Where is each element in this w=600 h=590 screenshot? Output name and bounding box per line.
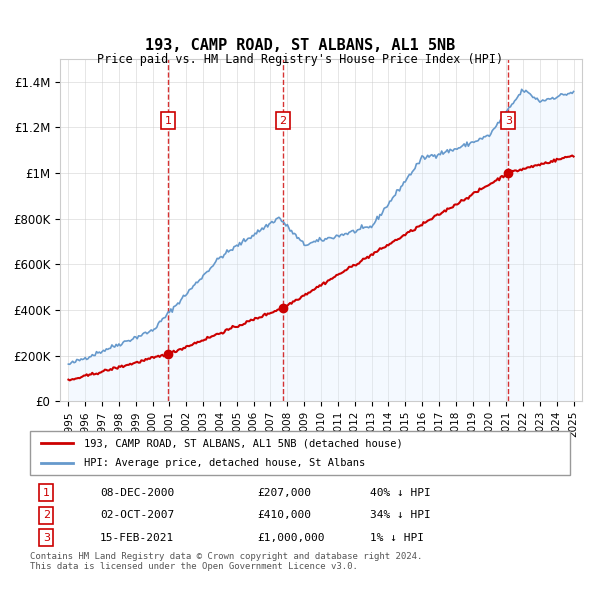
Text: Contains HM Land Registry data © Crown copyright and database right 2024.
This d: Contains HM Land Registry data © Crown c…: [30, 552, 422, 571]
Text: 3: 3: [43, 533, 50, 543]
Text: £410,000: £410,000: [257, 510, 311, 520]
Text: Price paid vs. HM Land Registry's House Price Index (HPI): Price paid vs. HM Land Registry's House …: [97, 53, 503, 66]
Text: 2: 2: [43, 510, 50, 520]
FancyBboxPatch shape: [30, 431, 570, 475]
Text: £1,000,000: £1,000,000: [257, 533, 324, 543]
Text: 02-OCT-2007: 02-OCT-2007: [100, 510, 175, 520]
Text: 34% ↓ HPI: 34% ↓ HPI: [370, 510, 431, 520]
Text: 193, CAMP ROAD, ST ALBANS, AL1 5NB (detached house): 193, CAMP ROAD, ST ALBANS, AL1 5NB (deta…: [84, 438, 403, 448]
Text: 40% ↓ HPI: 40% ↓ HPI: [370, 488, 431, 498]
Text: 1: 1: [165, 116, 172, 126]
Text: 15-FEB-2021: 15-FEB-2021: [100, 533, 175, 543]
Text: £207,000: £207,000: [257, 488, 311, 498]
Text: HPI: Average price, detached house, St Albans: HPI: Average price, detached house, St A…: [84, 458, 365, 467]
Text: 193, CAMP ROAD, ST ALBANS, AL1 5NB: 193, CAMP ROAD, ST ALBANS, AL1 5NB: [145, 38, 455, 53]
Text: 1% ↓ HPI: 1% ↓ HPI: [370, 533, 424, 543]
Text: 2: 2: [280, 116, 287, 126]
Text: 08-DEC-2000: 08-DEC-2000: [100, 488, 175, 498]
Text: 1: 1: [43, 488, 50, 498]
Text: 3: 3: [505, 116, 512, 126]
